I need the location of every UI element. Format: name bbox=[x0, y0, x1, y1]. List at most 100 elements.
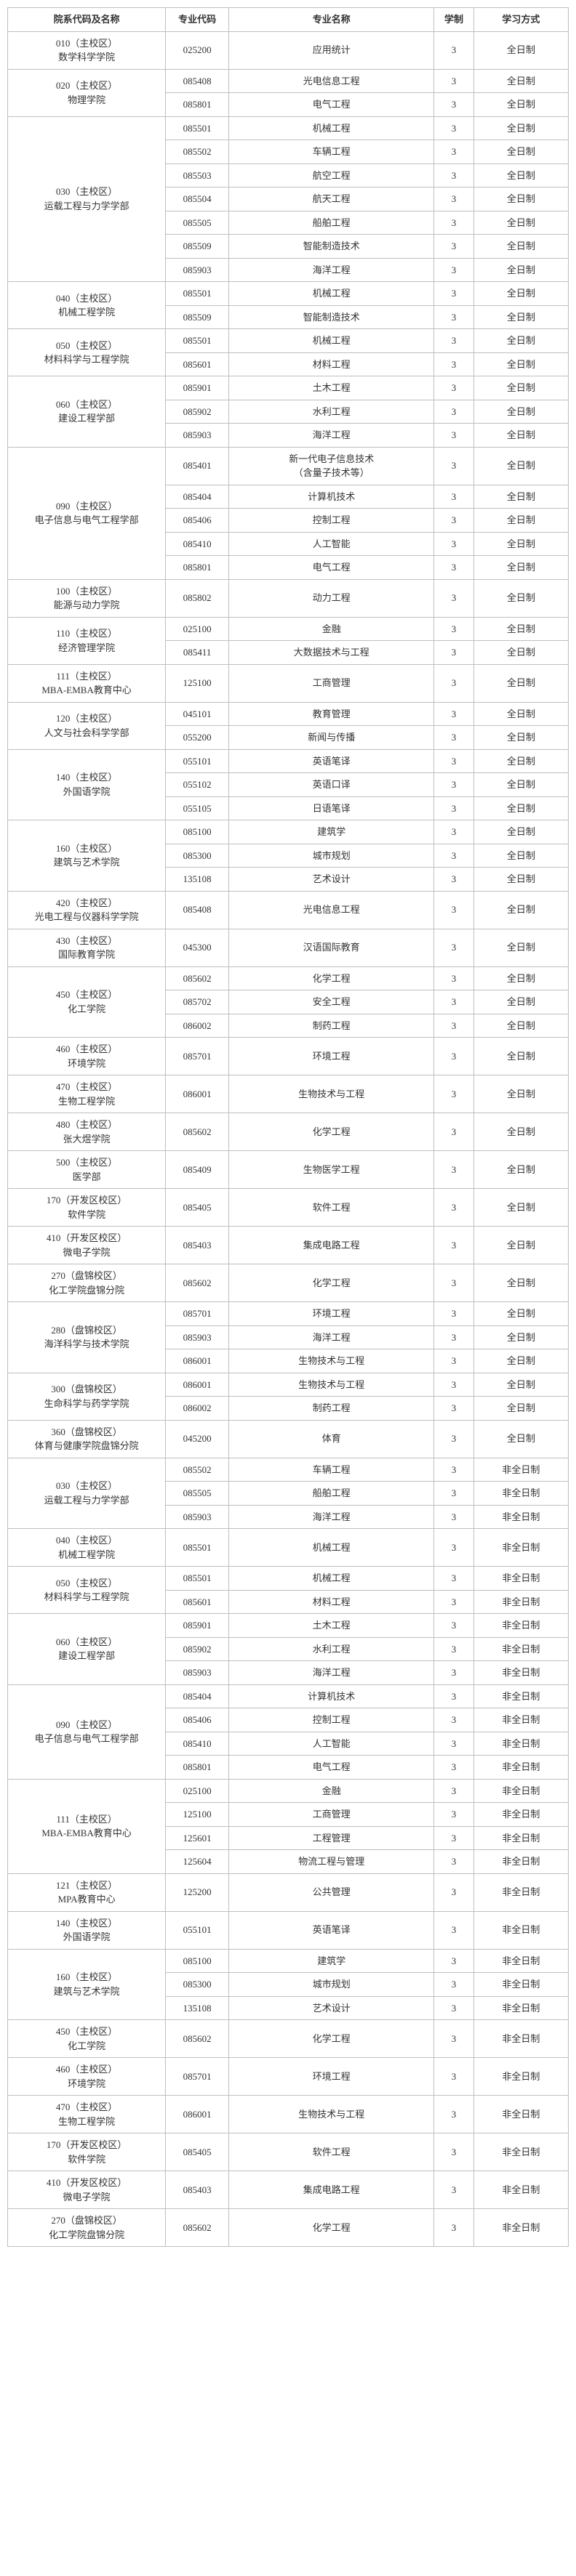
table-row: 270（盘锦校区） 化工学院盘锦分院085602化学工程3非全日制 bbox=[8, 2209, 569, 2247]
code-cell: 085601 bbox=[166, 1590, 229, 1614]
table-row: 020（主校区） 物理学院085408光电信息工程3全日制 bbox=[8, 69, 569, 93]
name-cell: 船舶工程 bbox=[229, 1482, 434, 1506]
mode-cell: 非全日制 bbox=[473, 1949, 568, 1973]
code-cell: 025100 bbox=[166, 1779, 229, 1803]
mode-cell: 非全日制 bbox=[473, 1661, 568, 1685]
dept-cell: 121（主校区） MPA教育中心 bbox=[8, 1873, 166, 1911]
mode-cell: 全日制 bbox=[473, 509, 568, 533]
dept-cell: 060（主校区） 建设工程学部 bbox=[8, 376, 166, 448]
dur-cell: 3 bbox=[434, 424, 473, 448]
mode-cell: 全日制 bbox=[473, 1113, 568, 1151]
dept-cell: 470（主校区） 生物工程学院 bbox=[8, 1075, 166, 1113]
th-name: 专业名称 bbox=[229, 8, 434, 32]
dur-cell: 3 bbox=[434, 93, 473, 117]
name-cell: 生物技术与工程 bbox=[229, 1075, 434, 1113]
code-cell: 085602 bbox=[166, 1264, 229, 1302]
code-cell: 085403 bbox=[166, 2171, 229, 2209]
dur-cell: 3 bbox=[434, 116, 473, 140]
dur-cell: 3 bbox=[434, 305, 473, 329]
dept-cell: 030（主校区） 运载工程与力学学部 bbox=[8, 1458, 166, 1529]
th-code: 专业代码 bbox=[166, 8, 229, 32]
mode-cell: 全日制 bbox=[473, 1302, 568, 1326]
dur-cell: 3 bbox=[434, 664, 473, 702]
name-cell: 船舶工程 bbox=[229, 211, 434, 235]
code-cell: 085602 bbox=[166, 1113, 229, 1151]
name-cell: 海洋工程 bbox=[229, 1325, 434, 1349]
dur-cell: 3 bbox=[434, 1325, 473, 1349]
dur-cell: 3 bbox=[434, 376, 473, 400]
code-cell: 085602 bbox=[166, 966, 229, 990]
mode-cell: 全日制 bbox=[473, 749, 568, 773]
dept-cell: 460（主校区） 环境学院 bbox=[8, 2058, 166, 2096]
name-cell: 化学工程 bbox=[229, 1113, 434, 1151]
code-cell: 085408 bbox=[166, 891, 229, 929]
table-row: 460（主校区） 环境学院085701环境工程3非全日制 bbox=[8, 2058, 569, 2096]
mode-cell: 非全日制 bbox=[473, 1973, 568, 1997]
dur-cell: 3 bbox=[434, 352, 473, 376]
table-row: 170（开发区校区） 软件学院085405软件工程3非全日制 bbox=[8, 2133, 569, 2171]
table-row: 120（主校区） 人文与社会科学学部045101教育管理3全日制 bbox=[8, 702, 569, 726]
code-cell: 086001 bbox=[166, 2096, 229, 2133]
code-cell: 055200 bbox=[166, 726, 229, 750]
dur-cell: 3 bbox=[434, 1014, 473, 1038]
name-cell: 生物技术与工程 bbox=[229, 2096, 434, 2133]
name-cell: 智能制造技术 bbox=[229, 235, 434, 259]
table-row: 090（主校区） 电子信息与电气工程学部085404计算机技术3非全日制 bbox=[8, 1684, 569, 1708]
dur-cell: 3 bbox=[434, 509, 473, 533]
code-cell: 085403 bbox=[166, 1227, 229, 1264]
code-cell: 085903 bbox=[166, 424, 229, 448]
dur-cell: 3 bbox=[434, 69, 473, 93]
table-row: 060（主校区） 建设工程学部085901土木工程3非全日制 bbox=[8, 1614, 569, 1638]
mode-cell: 全日制 bbox=[473, 187, 568, 211]
mode-cell: 非全日制 bbox=[473, 1756, 568, 1780]
code-cell: 085502 bbox=[166, 140, 229, 164]
mode-cell: 非全日制 bbox=[473, 2058, 568, 2096]
dur-cell: 3 bbox=[434, 1949, 473, 1973]
dept-cell: 100（主校区） 能源与动力学院 bbox=[8, 579, 166, 617]
dur-cell: 3 bbox=[434, 532, 473, 556]
dur-cell: 3 bbox=[434, 702, 473, 726]
th-dur: 学制 bbox=[434, 8, 473, 32]
name-cell: 物流工程与管理 bbox=[229, 1850, 434, 1874]
name-cell: 控制工程 bbox=[229, 1708, 434, 1732]
mode-cell: 非全日制 bbox=[473, 1614, 568, 1638]
code-cell: 085501 bbox=[166, 116, 229, 140]
dur-cell: 3 bbox=[434, 891, 473, 929]
code-cell: 085801 bbox=[166, 1756, 229, 1780]
dur-cell: 3 bbox=[434, 868, 473, 892]
mode-cell: 全日制 bbox=[473, 891, 568, 929]
dur-cell: 3 bbox=[434, 844, 473, 868]
mode-cell: 非全日制 bbox=[473, 1567, 568, 1591]
mode-cell: 全日制 bbox=[473, 69, 568, 93]
name-cell: 环境工程 bbox=[229, 1302, 434, 1326]
dur-cell: 3 bbox=[434, 163, 473, 187]
name-cell: 车辆工程 bbox=[229, 140, 434, 164]
mode-cell: 全日制 bbox=[473, 617, 568, 641]
dept-cell: 050（主校区） 材料科学与工程学院 bbox=[8, 329, 166, 376]
table-row: 170（开发区校区） 软件学院085405软件工程3全日制 bbox=[8, 1189, 569, 1227]
dur-cell: 3 bbox=[434, 1075, 473, 1113]
mode-cell: 非全日制 bbox=[473, 1637, 568, 1661]
dur-cell: 3 bbox=[434, 211, 473, 235]
code-cell: 085801 bbox=[166, 93, 229, 117]
name-cell: 环境工程 bbox=[229, 1038, 434, 1075]
name-cell: 电气工程 bbox=[229, 1756, 434, 1780]
dur-cell: 3 bbox=[434, 1113, 473, 1151]
dur-cell: 3 bbox=[434, 1779, 473, 1803]
code-cell: 085601 bbox=[166, 352, 229, 376]
dur-cell: 3 bbox=[434, 929, 473, 966]
name-cell: 车辆工程 bbox=[229, 1458, 434, 1482]
table-row: 470（主校区） 生物工程学院086001生物技术与工程3非全日制 bbox=[8, 2096, 569, 2133]
table-row: 100（主校区） 能源与动力学院085802动力工程3全日制 bbox=[8, 579, 569, 617]
name-cell: 城市规划 bbox=[229, 1973, 434, 1997]
mode-cell: 全日制 bbox=[473, 93, 568, 117]
name-cell: 土木工程 bbox=[229, 1614, 434, 1638]
mode-cell: 全日制 bbox=[473, 1264, 568, 1302]
dur-cell: 3 bbox=[434, 1661, 473, 1685]
mode-cell: 非全日制 bbox=[473, 2209, 568, 2247]
name-cell: 英语口译 bbox=[229, 773, 434, 797]
mode-cell: 全日制 bbox=[473, 116, 568, 140]
dur-cell: 3 bbox=[434, 1732, 473, 1756]
name-cell: 生物技术与工程 bbox=[229, 1373, 434, 1397]
code-cell: 086001 bbox=[166, 1373, 229, 1397]
